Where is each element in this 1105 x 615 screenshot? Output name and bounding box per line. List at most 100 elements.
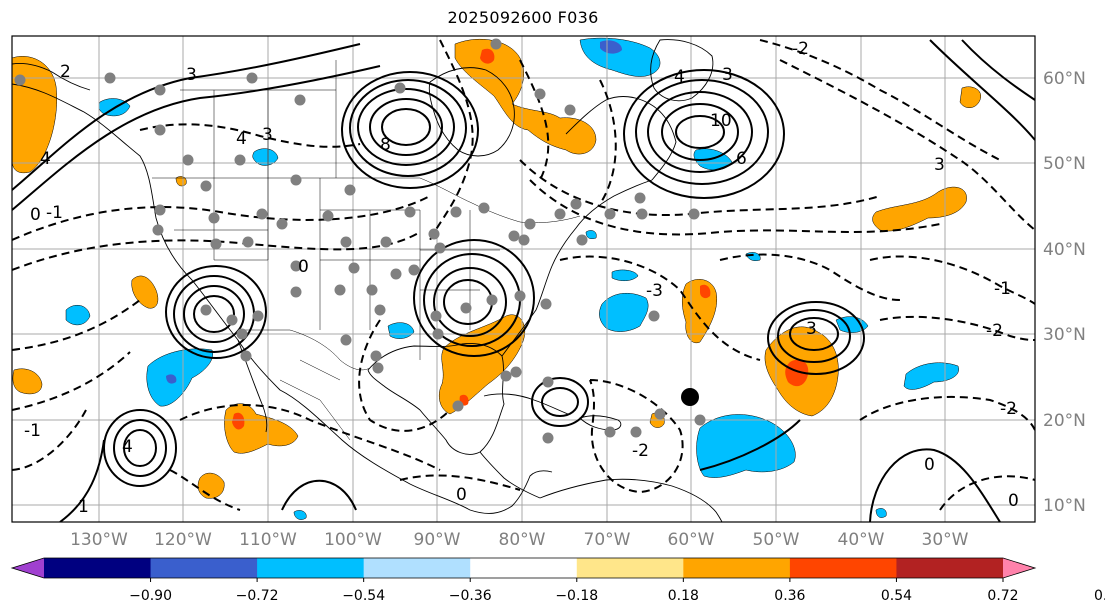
contour-label: 2 bbox=[60, 62, 71, 82]
contour-label: 1 bbox=[78, 497, 89, 517]
high-labrador-4 bbox=[635, 79, 769, 185]
border-us-mexico bbox=[238, 329, 371, 371]
dash-13 bbox=[859, 395, 1035, 431]
dash-3 bbox=[12, 299, 141, 351]
colorbar-segment bbox=[896, 558, 1004, 578]
lon-label: 50°W bbox=[753, 530, 800, 550]
coast-central-america bbox=[479, 451, 541, 499]
colorbar: −0.90 −0.72 −0.54 −0.36 −0.18 0.18 0.36 0.54 0.7… bbox=[10, 557, 1105, 604]
high-atlantic-1 bbox=[789, 317, 839, 351]
dash-24 bbox=[719, 253, 901, 301]
colorbar-tick-label: −0.72 bbox=[236, 588, 279, 604]
fill-neg-16 bbox=[875, 508, 887, 518]
contour-value-labels: 2 3 4 0 -1 4 3 8 4 10 6 -2 3 3 0 -3 -1 -… bbox=[24, 39, 1019, 517]
lat-label: 50°N bbox=[1043, 154, 1086, 174]
deep-negative-fills bbox=[166, 40, 622, 384]
contour-label: 4 bbox=[674, 67, 685, 87]
colorbar-tick-label: −0.54 bbox=[342, 588, 385, 604]
lat-label: 40°N bbox=[1043, 240, 1086, 260]
longitude-labels: 130°W 120°W 110°W 100°W 90°W 80°W 70°W 6… bbox=[70, 530, 969, 550]
colorbar-segments bbox=[10, 557, 1037, 579]
fill-strong-3 bbox=[700, 284, 711, 299]
colorbar-extend-low bbox=[12, 558, 44, 578]
high-caribbean-1 bbox=[541, 387, 579, 417]
colorbar-segment bbox=[150, 558, 258, 578]
fill-neg-10 bbox=[696, 414, 796, 478]
contour-label: 0 bbox=[298, 257, 309, 277]
high-hudson-2 bbox=[369, 98, 443, 156]
solid-arc-se bbox=[869, 448, 1001, 522]
contour-label: 0 bbox=[456, 485, 467, 505]
dash-12 bbox=[879, 315, 1035, 341]
border-provinces bbox=[180, 60, 337, 178]
dash-11 bbox=[869, 255, 1035, 305]
fill-strong-4 bbox=[232, 412, 245, 430]
coast-gulf-mexico bbox=[367, 343, 505, 455]
dash-15 bbox=[599, 79, 617, 205]
fill-deep-1 bbox=[600, 40, 622, 54]
coast-hispaniola bbox=[579, 415, 622, 431]
dash-1 bbox=[12, 195, 431, 241]
solid-arc-e bbox=[699, 419, 801, 471]
contour-label: -2 bbox=[792, 39, 809, 59]
contour-label: -2 bbox=[1000, 399, 1017, 419]
fill-neg-8 bbox=[65, 304, 91, 326]
contour-label: 4 bbox=[40, 149, 51, 169]
contour-label: 3 bbox=[806, 319, 817, 339]
contour-label: -2 bbox=[632, 441, 649, 461]
contour-label: 4 bbox=[122, 437, 133, 457]
lon-label: 30°W bbox=[922, 530, 969, 550]
contour-label: 10 bbox=[710, 111, 732, 131]
fill-pos-13 bbox=[175, 176, 187, 187]
lat-label: 60°N bbox=[1043, 69, 1086, 89]
dash-9 bbox=[559, 255, 761, 361]
coast-north-america bbox=[12, 83, 553, 514]
colorbar-segment bbox=[44, 558, 152, 578]
lon-label: 120°W bbox=[154, 530, 212, 550]
dash-23 bbox=[399, 474, 521, 491]
colorbar-tick-label: 0.18 bbox=[668, 588, 699, 604]
contour-label: -1 bbox=[994, 279, 1011, 299]
colorbar-outline bbox=[10, 557, 1037, 579]
dash-21 bbox=[358, 319, 451, 432]
high-hudson-3 bbox=[357, 88, 455, 166]
high-labrador-1 bbox=[675, 115, 725, 149]
contour-label: 3 bbox=[722, 65, 733, 85]
high-labrador-2 bbox=[661, 103, 739, 161]
solid-arc-s bbox=[281, 479, 357, 511]
contour-label: -2 bbox=[986, 321, 1003, 341]
fill-strong-2 bbox=[785, 359, 809, 387]
contour-label: 8 bbox=[380, 135, 391, 155]
fill-pos-1 bbox=[12, 56, 57, 174]
border-us-canada bbox=[152, 177, 581, 223]
fill-neg-9 bbox=[387, 322, 415, 339]
contour-label: 0 bbox=[924, 455, 935, 475]
coast-hudson-bay bbox=[428, 67, 515, 157]
colorbar-tick-labels: −0.90 −0.72 −0.54 −0.36 −0.18 0.18 0.36 0.54 0.7… bbox=[129, 578, 1105, 604]
colorbar-segment bbox=[576, 558, 684, 578]
colorbar-tick-label: −0.90 bbox=[129, 588, 172, 604]
dash-22 bbox=[169, 469, 241, 511]
solid-contours bbox=[12, 39, 1035, 522]
contour-label: 0 bbox=[1008, 491, 1019, 511]
dash-4 bbox=[12, 351, 131, 411]
high-pacific-1 bbox=[123, 429, 157, 467]
colorbar-segment bbox=[683, 558, 791, 578]
lat-label: 20°N bbox=[1043, 411, 1086, 431]
colorbar-tick-label: 0.90 bbox=[1094, 588, 1105, 604]
coastlines bbox=[12, 39, 723, 522]
map-frame bbox=[11, 35, 1036, 523]
high-hudson-1 bbox=[381, 108, 431, 146]
lat-label: 30°N bbox=[1043, 325, 1086, 345]
high-sw-1 bbox=[193, 295, 235, 333]
fill-pos-2 bbox=[454, 38, 597, 155]
contour-label: 3 bbox=[262, 125, 273, 145]
lon-label: 60°W bbox=[668, 530, 715, 550]
dash-8 bbox=[529, 179, 941, 236]
fill-pos-11 bbox=[12, 368, 43, 395]
lon-label: 70°W bbox=[584, 530, 631, 550]
fill-pos-7 bbox=[439, 314, 526, 415]
contour-label: 3 bbox=[186, 65, 197, 85]
colorbar-tick-label: 0.54 bbox=[881, 588, 912, 604]
colorbar-tick-label: 0.72 bbox=[987, 588, 1018, 604]
